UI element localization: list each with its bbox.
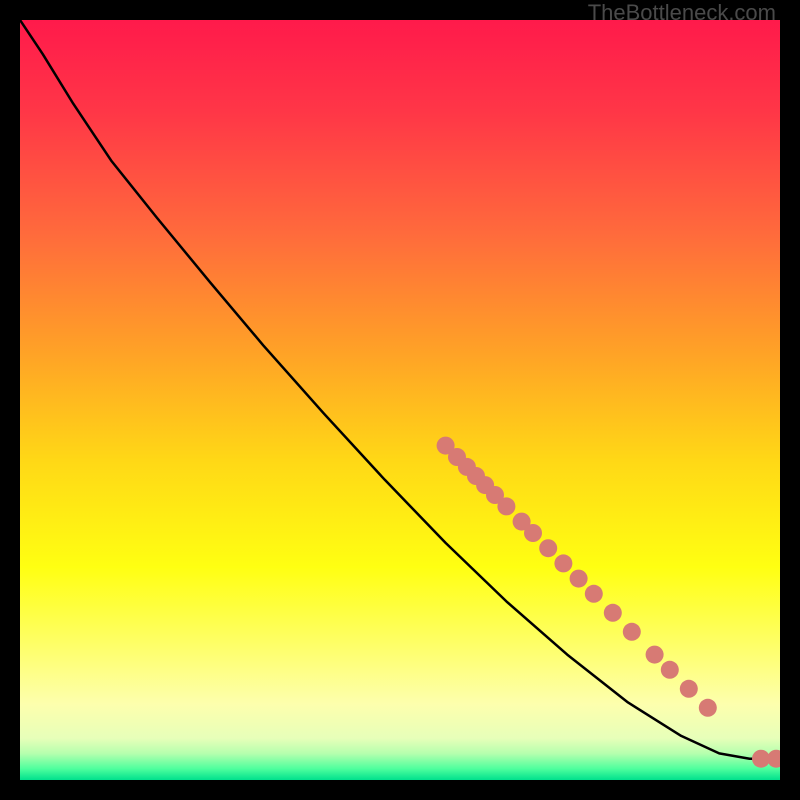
chart-marker: [524, 524, 542, 542]
chart-marker: [646, 646, 664, 664]
chart-marker: [570, 570, 588, 588]
chart-marker: [680, 680, 698, 698]
chart-frame: [20, 20, 780, 780]
chart-marker: [585, 585, 603, 603]
chart-marker: [604, 604, 622, 622]
chart-svg: [20, 20, 780, 780]
chart-marker: [661, 661, 679, 679]
chart-marker: [699, 699, 717, 717]
chart-marker: [497, 497, 515, 515]
chart-marker: [554, 554, 572, 572]
chart-marker: [623, 623, 641, 641]
watermark-text: TheBottleneck.com: [588, 0, 776, 26]
chart-marker: [539, 539, 557, 557]
